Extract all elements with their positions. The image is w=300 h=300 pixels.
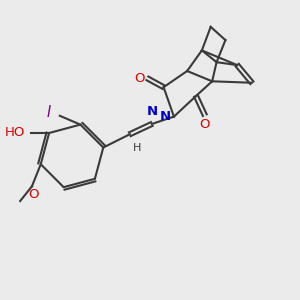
Text: H: H	[133, 143, 141, 153]
Text: I: I	[46, 105, 51, 120]
Text: O: O	[28, 188, 39, 201]
Text: HO: HO	[5, 127, 26, 140]
Text: N: N	[160, 110, 171, 123]
Text: N: N	[146, 105, 158, 118]
Text: O: O	[200, 118, 210, 131]
Text: O: O	[134, 72, 145, 85]
